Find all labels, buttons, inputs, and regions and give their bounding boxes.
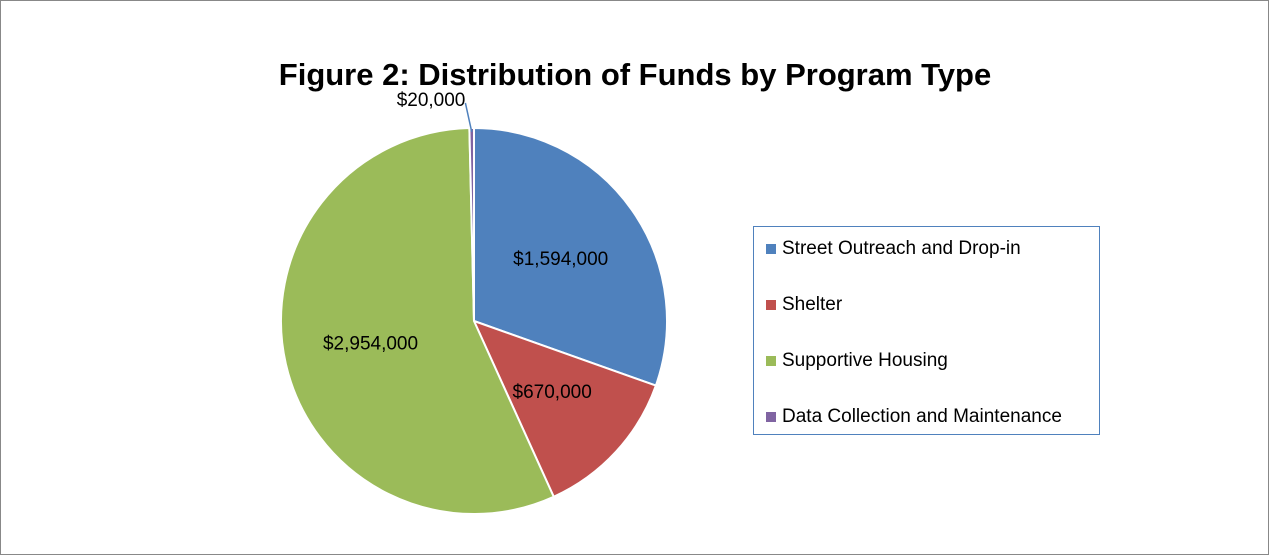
legend-item: Supportive Housing: [766, 347, 1093, 374]
legend: Street Outreach and Drop-in Shelter Suppor…: [753, 226, 1100, 435]
pie-slice: [468, 126, 475, 322]
leader-line: [464, 102, 473, 133]
legend-item: Shelter: [766, 291, 1093, 318]
chart-title: Figure 2: Distribution of Funds by Progr…: [279, 57, 991, 92]
legend-swatch: [766, 244, 776, 254]
legend-label: Shelter: [782, 294, 843, 315]
legend-item: Street Outreach and Drop-in: [766, 235, 1093, 262]
data-label: $2,954,000: [323, 334, 418, 355]
pie-slice: [473, 126, 668, 387]
legend-label: Supportive Housing: [782, 350, 948, 371]
legend-label: Street Outreach and Drop-in: [782, 238, 1021, 259]
legend-swatch: [766, 412, 776, 422]
legend-label: Data Collection and Maintenance: [782, 406, 1062, 427]
data-label: $20,000: [397, 90, 466, 111]
pie-slice: [280, 127, 556, 515]
legend-item: Data Collection and Maintenance: [766, 403, 1093, 430]
legend-swatch: [766, 300, 776, 310]
data-label: $1,594,000: [513, 249, 608, 270]
data-label: $670,000: [513, 382, 592, 403]
legend-swatch: [766, 356, 776, 366]
pie-slice: [472, 319, 658, 499]
